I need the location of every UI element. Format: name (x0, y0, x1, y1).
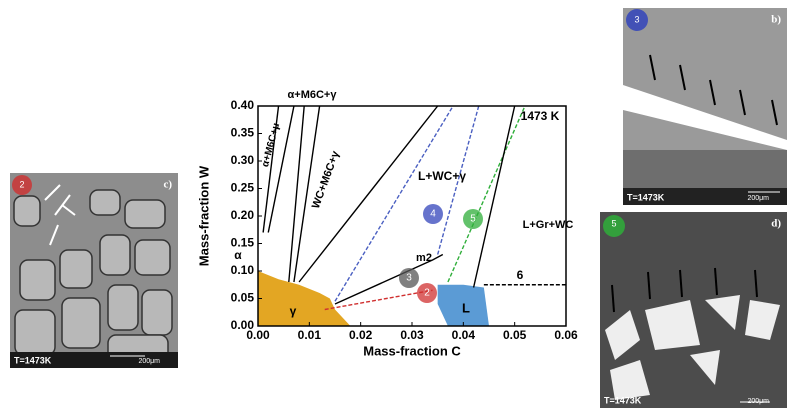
crystals (605, 295, 780, 400)
point-label: 3 (406, 273, 412, 284)
phase-boundary (262, 105, 280, 233)
micrograph-c: c) T=1473K 200μm 2 (10, 173, 178, 368)
y-tick-label: 0.20 (231, 208, 255, 222)
x-tick-label: 0.00 (246, 328, 270, 342)
x-tick-label: 0.05 (503, 328, 527, 342)
panel-label: b) (771, 14, 781, 26)
region-label: L (462, 300, 470, 315)
marker-label: 5 (611, 218, 616, 228)
x-tick-label: 0.02 (349, 328, 373, 342)
panel-label: d) (771, 218, 781, 230)
y-tick-label: 0.05 (231, 291, 255, 305)
phase-region (437, 284, 489, 326)
phase-boundary (472, 105, 516, 288)
phase-boundary (298, 105, 439, 283)
phase-diagram: 0.00 0.01 0.02 0.03 0.04 0.05 0.06 0.00 0.05 0.10… (196, 89, 578, 359)
x-tick-label: 0.04 (452, 328, 476, 342)
point-label: 2 (424, 288, 430, 299)
marker-label: 2 (19, 179, 24, 189)
arrows (611, 267, 758, 313)
region-label: α (234, 248, 242, 262)
point-marker (417, 283, 437, 303)
region-label: α+M6C+μ (260, 122, 282, 168)
phase-boundary (334, 253, 444, 305)
y-axis-label: Mass-fraction W (196, 165, 211, 266)
point-marker (626, 9, 648, 31)
region-label: L+WC+γ (418, 169, 466, 183)
region-label: α+M6C+γ (288, 89, 338, 101)
caption-bar (623, 188, 787, 205)
phase-band (623, 85, 787, 150)
y-tick-label: 0.25 (231, 181, 255, 195)
y-tick-label: 0.10 (231, 263, 255, 277)
y-tick-label: 0.15 (231, 236, 255, 250)
x-tick-label: 0.06 (554, 328, 578, 342)
point-marker (399, 268, 419, 288)
point-marker (463, 209, 483, 229)
phase-boundary (324, 289, 433, 311)
y-tick-label: 0.35 (231, 126, 255, 140)
x-tick-label: 0.03 (400, 328, 424, 342)
region-label: 1473 K (521, 109, 560, 123)
region-label: 6 (517, 268, 524, 282)
point-marker (603, 215, 625, 237)
y-tick-label: 0.40 (231, 98, 255, 112)
phase-region (258, 271, 351, 326)
micrograph-d: d) T=1473K 200μm 5 (600, 212, 787, 408)
point-marker (12, 175, 32, 195)
phase-boundary (267, 105, 295, 233)
temperature-label: T=1473K (627, 192, 665, 202)
phase-boundary (334, 105, 454, 302)
scale-label: 200μm (138, 358, 160, 365)
region-label: γ (290, 304, 297, 318)
y-tick-label: 0.00 (231, 318, 255, 332)
region-label: m2 (416, 252, 432, 264)
phase-boundary (436, 105, 480, 255)
y-tick-label: 0.30 (231, 153, 255, 167)
phase-boundary (288, 105, 305, 283)
x-axis-label: Mass-fraction C (363, 343, 461, 358)
phase-boundary (293, 105, 321, 283)
region-label: L+Gr+WC (523, 219, 574, 231)
region-label: WC+M6C+γ (310, 149, 342, 211)
point-marker (423, 204, 443, 224)
micrograph-b: b) T=1473K 200μm 3 (623, 8, 787, 205)
panel-label: c) (163, 179, 172, 191)
arrows (649, 54, 778, 126)
point-label: 4 (430, 209, 436, 220)
temperature-label: T=1473K (14, 355, 52, 365)
scale-label: 200μm (747, 195, 769, 202)
temperature-label: T=1473K (604, 395, 642, 405)
arrows (44, 184, 76, 246)
point-label: 5 (470, 214, 476, 225)
marker-label: 3 (634, 14, 639, 24)
x-tick-label: 0.01 (298, 328, 322, 342)
phase-boundary (447, 105, 526, 283)
scale-label: 200μm (747, 398, 769, 405)
